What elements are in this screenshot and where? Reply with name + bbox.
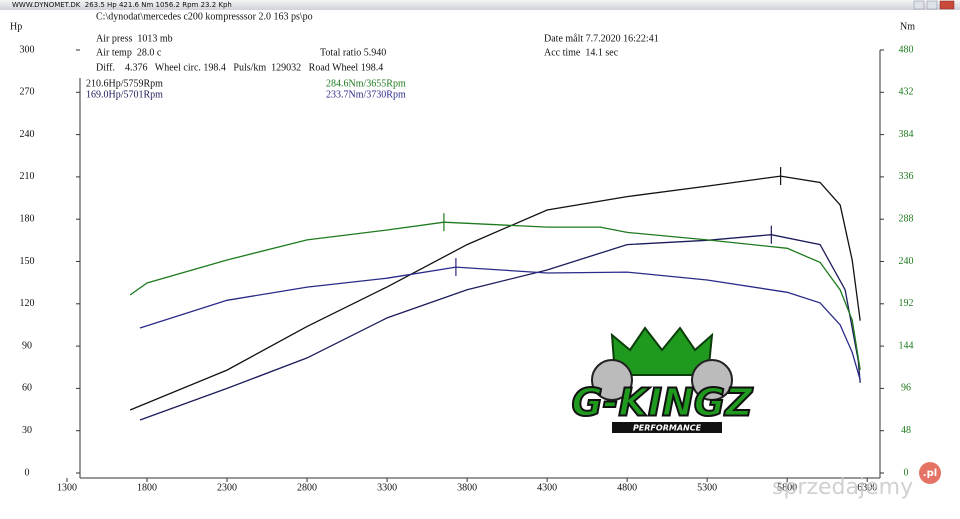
maximize-button[interactable] bbox=[926, 0, 938, 10]
plot-area: 0 30 60 90 120 150 180 210 240 270 300 0 48 96 144 192 2… bbox=[20, 44, 914, 493]
close-button[interactable] bbox=[939, 0, 955, 10]
minimize-button[interactable] bbox=[913, 0, 925, 10]
y2-tick-label: 0 bbox=[904, 467, 909, 478]
x-tick-label: 3800 bbox=[457, 482, 477, 493]
y2-tick-label: 336 bbox=[899, 171, 914, 182]
watermark-badge-text: .pl bbox=[923, 468, 937, 479]
curve bbox=[129, 175, 861, 411]
peak-label: 169.0Hp/5701Rpm bbox=[86, 89, 163, 100]
y-tick-label: 240 bbox=[20, 129, 35, 140]
peak-label: 210.6Hp/5759Rpm bbox=[86, 78, 163, 89]
x-tick-label: 4800 bbox=[617, 482, 637, 493]
logo-text: G-KINGZ bbox=[571, 381, 754, 425]
x-tick-label: 3300 bbox=[377, 482, 397, 493]
y2-tick-label: 384 bbox=[899, 129, 914, 140]
x-tick-label: 5300 bbox=[697, 482, 717, 493]
x-tick-label: 4300 bbox=[537, 482, 557, 493]
logo: G-KINGZ PERFORMANCE bbox=[548, 296, 780, 476]
logo-turbo bbox=[691, 359, 733, 401]
y2-tick-label: 432 bbox=[899, 87, 914, 98]
air-press: Air press 1013 mb bbox=[96, 33, 173, 44]
y-tick-label: 270 bbox=[20, 87, 35, 98]
watermark: sprzedajemy bbox=[772, 475, 913, 500]
curve bbox=[139, 266, 861, 381]
title-bar bbox=[0, 0, 960, 10]
y-tick-label: 210 bbox=[20, 171, 35, 182]
logo-sub-band bbox=[612, 422, 722, 433]
y-tick-label: 180 bbox=[20, 213, 35, 224]
y-tick-label: 0 bbox=[25, 467, 30, 478]
x-tick-label: 1800 bbox=[137, 482, 157, 493]
file-path: C:\dynodat\mercedes c200 kompresssor 2.0… bbox=[96, 11, 313, 22]
y-tick-label: 120 bbox=[20, 298, 35, 309]
y-tick-label: 30 bbox=[22, 425, 32, 436]
logo-crown bbox=[610, 326, 714, 376]
date: Date målt 7.7.2020 16:22:41 bbox=[544, 33, 659, 44]
y-axis-title: Hp bbox=[10, 21, 22, 32]
curve bbox=[129, 221, 861, 371]
x-tick-label: 5800 bbox=[777, 482, 797, 493]
x-tick-label: 2800 bbox=[297, 482, 317, 493]
x-tick-label: 2300 bbox=[217, 482, 237, 493]
watermark-badge bbox=[919, 462, 941, 484]
y2-tick-label: 192 bbox=[899, 298, 914, 309]
y2-tick-label: 96 bbox=[901, 383, 911, 394]
curve bbox=[139, 234, 861, 421]
y2-tick-label: 48 bbox=[901, 425, 911, 436]
y2-tick-label: 480 bbox=[899, 44, 914, 55]
y-tick-label: 150 bbox=[20, 256, 35, 267]
acc-time: Acc time 14.1 sec bbox=[544, 47, 619, 58]
peak-label: 233.7Nm/3730Rpm bbox=[326, 89, 406, 100]
y2-tick-label: 144 bbox=[899, 340, 914, 351]
x-tick-label: 1300 bbox=[57, 482, 77, 493]
y-tick-label: 300 bbox=[20, 44, 35, 55]
logo-subtext: PERFORMANCE bbox=[633, 424, 702, 433]
peak-label: 284.6Nm/3655Rpm bbox=[326, 78, 406, 89]
diff-info: Diff. 4.376 Wheel circ. 198.4 Puls/km 12… bbox=[96, 62, 383, 73]
air-temp: Air temp 28.0 c bbox=[96, 47, 162, 58]
x-tick-label: 6300 bbox=[857, 482, 877, 493]
y-tick-label: 90 bbox=[22, 340, 32, 351]
logo-background bbox=[548, 296, 780, 476]
y2-tick-label: 240 bbox=[899, 256, 914, 267]
y2-axis-title: Nm bbox=[900, 21, 915, 32]
window-title: WWW.DYNOMET.DK 263.5 Hp 421.6 Nm 1056.2 … bbox=[12, 1, 232, 9]
y-tick-label: 60 bbox=[22, 383, 32, 394]
logo-turbo bbox=[591, 359, 633, 401]
total-ratio: Total ratio 5.940 bbox=[320, 47, 386, 58]
y2-tick-label: 288 bbox=[899, 213, 914, 224]
